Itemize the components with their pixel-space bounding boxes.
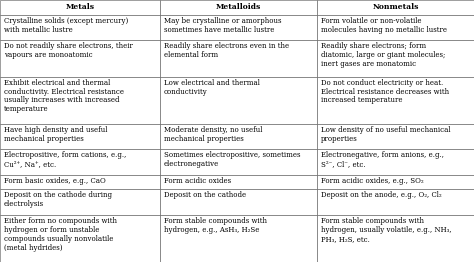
Text: Crystalline solids (except mercury)
with metallic lustre: Crystalline solids (except mercury) with… [4,17,128,34]
Bar [317,77,474,124]
Text: Sometimes electropositive, sometimes
electronegative: Sometimes electropositive, sometimes ele… [164,151,301,168]
Bar [160,215,317,262]
Text: Metalloids: Metalloids [216,3,261,12]
Bar [0,149,160,175]
Bar [160,149,317,175]
Bar [0,215,160,262]
Bar [0,15,160,40]
Text: Electropositive, form cations, e.g.,
Cu²⁺, Na⁺, etc.: Electropositive, form cations, e.g., Cu²… [4,151,126,168]
Text: Form stable compounds with
hydrogen, e.g., AsH₃, H₂Se: Form stable compounds with hydrogen, e.g… [164,217,267,234]
Bar [160,189,317,215]
Text: Metals: Metals [65,3,95,12]
Bar [317,175,474,189]
Bar [0,175,160,189]
Text: Low density of no useful mechanical
properties: Low density of no useful mechanical prop… [321,126,450,143]
Text: May be crystalline or amorphous
sometimes have metallic lustre: May be crystalline or amorphous sometime… [164,17,282,34]
Text: Have high density and useful
mechanical properties: Have high density and useful mechanical … [4,126,107,143]
Text: Exhibit electrical and thermal
conductivity. Electrical resistance
usually incre: Exhibit electrical and thermal conductiv… [4,79,124,113]
Bar [160,175,317,189]
Bar [317,215,474,262]
Text: Electronegative, form anions, e.g.,
S²⁻, Cl⁻, etc.: Electronegative, form anions, e.g., S²⁻,… [321,151,444,168]
Text: Form stable compounds with
hydrogen, usually volatile, e.g., NH₃,
PH₃, H₂S, etc.: Form stable compounds with hydrogen, usu… [321,217,452,243]
Bar [317,189,474,215]
Bar [0,189,160,215]
Text: Either form no compounds with
hydrogen or form unstable
compounds usually nonvol: Either form no compounds with hydrogen o… [4,217,117,252]
Text: Readily share electrons; form
diatomic, large or giant molecules;
inert gases ar: Readily share electrons; form diatomic, … [321,42,446,68]
Bar [317,124,474,149]
Text: Form acidic oxides, e.g., SO₂: Form acidic oxides, e.g., SO₂ [321,177,424,185]
Bar [0,77,160,124]
Text: Nonmetals: Nonmetals [372,3,419,12]
Bar [0,124,160,149]
Bar [160,0,317,15]
Text: Form volatile or non-volatile
molecules having no metallic lustre: Form volatile or non-volatile molecules … [321,17,447,34]
Bar [317,15,474,40]
Text: Deposit on the anode, e.g., O₂, Cl₂: Deposit on the anode, e.g., O₂, Cl₂ [321,192,442,199]
Text: Readily share electrons even in the
elemental form: Readily share electrons even in the elem… [164,42,289,59]
Text: Deposit on the cathode: Deposit on the cathode [164,192,246,199]
Bar [160,15,317,40]
Text: Form basic oxides, e.g., CaO: Form basic oxides, e.g., CaO [4,177,106,185]
Bar [160,40,317,77]
Bar [0,0,160,15]
Text: Low electrical and thermal
conductivity: Low electrical and thermal conductivity [164,79,260,96]
Bar [0,40,160,77]
Bar [317,40,474,77]
Bar [317,149,474,175]
Bar [317,0,474,15]
Text: Deposit on the cathode during
electrolysis: Deposit on the cathode during electrolys… [4,192,112,208]
Bar [160,124,317,149]
Text: Do not readily share electrons, their
vapours are monoatomic: Do not readily share electrons, their va… [4,42,133,59]
Bar [160,77,317,124]
Text: Do not conduct electricity or heat.
Electrical resistance decreases with
increas: Do not conduct electricity or heat. Elec… [321,79,449,105]
Text: Form acidic oxides: Form acidic oxides [164,177,231,185]
Text: Moderate density, no useful
mechanical properties: Moderate density, no useful mechanical p… [164,126,263,143]
